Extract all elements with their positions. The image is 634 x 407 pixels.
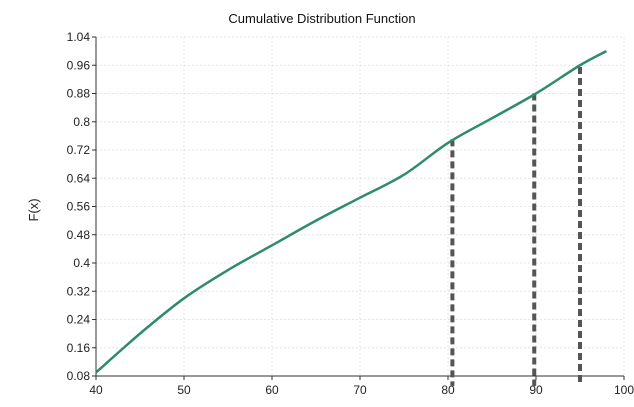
y-tick-label: 0.32 (67, 284, 91, 298)
y-tick-label: 0.96 (67, 58, 91, 72)
y-tick-label: 0.48 (67, 228, 91, 242)
chart-title: Cumulative Distribution Function (228, 11, 415, 26)
series (95, 50, 607, 374)
x-tick-label: 40 (89, 383, 103, 397)
y-tick-label: 0.8 (73, 115, 90, 129)
y-tick-label: 0.72 (67, 143, 91, 157)
x-tick-label: 70 (353, 383, 367, 397)
y-tick-label: 0.08 (67, 369, 91, 383)
y-tick-label: 0.24 (67, 313, 91, 327)
x-tick-label: 60 (265, 383, 279, 397)
x-tick-label: 90 (529, 383, 543, 397)
x-tick-label: 50 (177, 383, 191, 397)
x-tick-label: 100 (614, 383, 634, 397)
y-tick-label: 0.4 (73, 256, 90, 270)
x-tick-label: 80 (441, 383, 455, 397)
y-tick-label: 0.16 (67, 341, 91, 355)
tick-labels: 0.08 0.16 0.24 0.32 0.4 0.48 0.56 0.64 0.72 0.8 0.… (67, 30, 634, 397)
y-axis-label: F(x) (26, 198, 41, 221)
y-tick-label: 0.88 (67, 87, 91, 101)
y-tick-label: 1.04 (67, 30, 91, 44)
cdf-line (95, 50, 607, 374)
y-tick-label: 0.56 (67, 200, 91, 214)
y-tick-label: 0.64 (67, 171, 91, 185)
reference-lines (450, 67, 582, 386)
